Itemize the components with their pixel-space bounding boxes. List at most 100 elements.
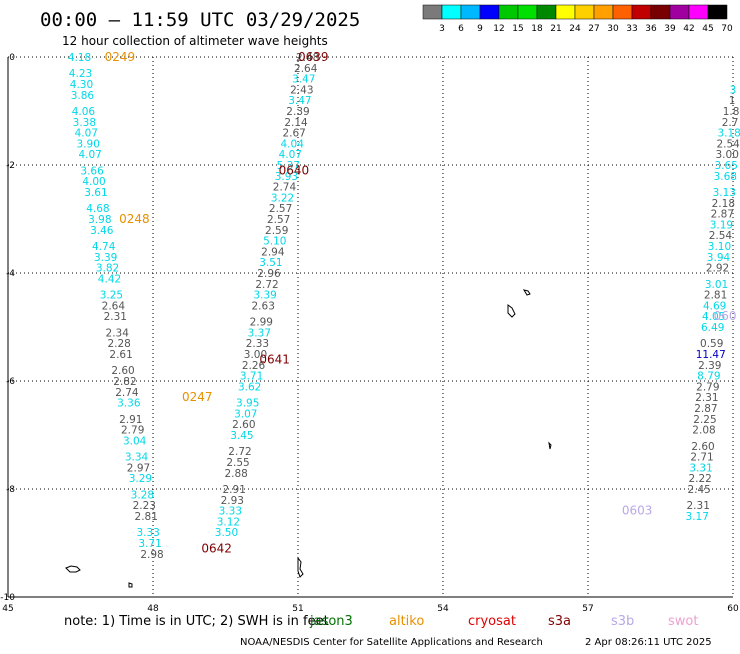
swh-value: 2.79 — [696, 381, 719, 393]
scale-swatch — [650, 4, 671, 20]
swh-value: 2.92 — [706, 263, 729, 275]
swh-value: 2.81 — [135, 511, 158, 523]
swh-value: 2.67 — [282, 128, 305, 140]
land-outlines — [65, 289, 552, 588]
swh-value: 2.93 — [221, 495, 244, 507]
swh-value: 2.28 — [107, 338, 130, 350]
island-outline — [522, 289, 531, 296]
swh-value: 2.60 — [691, 441, 714, 453]
pass-label: 0639 — [298, 50, 329, 64]
swh-value: 3.12 — [217, 516, 240, 528]
pass-label: 0640 — [279, 163, 310, 177]
swh-value: 4.68 — [86, 203, 109, 215]
credit-text: NOAA/NESDIS Center for Satellite Applica… — [240, 637, 543, 648]
island-outline — [297, 556, 304, 578]
swh-value: 2.96 — [257, 268, 281, 280]
swh-value: 4.04 — [281, 138, 305, 150]
swh-value: 3.39 — [253, 290, 276, 302]
swh-value: 2.88 — [224, 468, 247, 480]
swh-value: 3.37 — [248, 327, 271, 339]
swh-value: 4.07 — [78, 149, 101, 161]
pass-label: 0641 — [259, 352, 290, 366]
chart-subtitle: 12 hour collection of altimeter wave hei… — [62, 34, 328, 48]
pass-label: 0603 — [622, 504, 653, 518]
swh-value: 3.47 — [288, 95, 311, 107]
swh-value: 3.45 — [230, 430, 253, 442]
swh-value: 3.82 — [96, 263, 119, 275]
swh-value: 3.34 — [125, 452, 149, 464]
scale-label: 30 — [607, 24, 619, 34]
scale-label: 24 — [569, 24, 581, 34]
scale-swatch — [669, 4, 690, 20]
swh-value: 2.79 — [121, 425, 144, 437]
legend-cryosat: cryosat — [468, 614, 516, 629]
scale-swatch — [517, 4, 538, 20]
swh-value: 3.65 — [715, 160, 738, 172]
swh-value: 2.43 — [290, 84, 313, 96]
legend-altika: altiko — [389, 614, 424, 629]
swh-value: 3.61 — [84, 187, 107, 199]
swh-value: 3 — [730, 84, 737, 96]
swh-value: 3.38 — [73, 117, 96, 129]
swh-value: 3.00 — [716, 149, 739, 161]
y-tick-label: -6 — [6, 377, 15, 387]
scale-swatch — [555, 4, 576, 20]
x-tick-label: 51 — [292, 604, 303, 614]
swh-value: 3.01 — [705, 279, 728, 291]
swh-value: 5.37 — [277, 160, 300, 172]
swh-value: 2.25 — [693, 414, 716, 426]
swh-value: 11.47 — [696, 349, 726, 361]
y-tick-label: 0 — [9, 53, 15, 63]
swh-value: 2.98 — [140, 549, 163, 561]
legend-jason3: jason3 — [309, 614, 353, 629]
swh-value: 2.87 — [711, 209, 734, 221]
swh-value: 2.31 — [695, 392, 718, 404]
swh-value: 4.18 — [68, 52, 91, 64]
swh-value: 4.69 — [703, 300, 726, 312]
swh-value: 2.72 — [228, 446, 251, 458]
swh-value: 2.91 — [119, 414, 142, 426]
swh-value: 2.39 — [286, 106, 309, 118]
swh-value: 3.62 — [238, 381, 261, 393]
swh-value: 3.98 — [88, 214, 111, 226]
scale-label: 6 — [458, 24, 464, 34]
scale-label: 9 — [477, 24, 483, 34]
swh-value: 1 — [729, 95, 736, 107]
note-text: note: 1) Time is in UTC; 2) SWH is in fe… — [64, 614, 329, 629]
swh-value: 3.71 — [138, 538, 161, 550]
swh-value: 3.33 — [219, 506, 242, 518]
swh-value: 3.31 — [689, 462, 712, 474]
island-outline — [128, 582, 133, 588]
swh-value: 2.14 — [284, 117, 308, 129]
swh-value: 2.71 — [690, 452, 713, 464]
swh-value: 2.54 — [716, 138, 740, 150]
island-outline — [65, 565, 81, 573]
swh-value: 2.57 — [269, 203, 292, 215]
swh-value: 2.72 — [255, 279, 278, 291]
island-outline — [548, 441, 552, 450]
swh-value: 2.22 — [688, 473, 711, 485]
scale-label: 42 — [683, 24, 694, 34]
swh-value: 3.50 — [215, 527, 238, 539]
scale-label: 39 — [664, 24, 676, 34]
scale-swatch — [631, 4, 652, 20]
scale-swatch — [574, 4, 595, 20]
swh-value: 2.45 — [687, 484, 710, 496]
scale-label: 33 — [626, 24, 637, 34]
swh-value: 3.51 — [259, 257, 282, 269]
swh-value: 3.00 — [244, 349, 267, 361]
swh-values: 4.184.234.303.864.063.384.073.904.073.66… — [68, 52, 740, 561]
swh-value: 2.60 — [111, 365, 134, 377]
scale-label: 15 — [512, 24, 523, 34]
scale-label: 27 — [588, 24, 599, 34]
swh-value: 3.17 — [686, 511, 709, 523]
swh-value: 0.59 — [700, 338, 723, 350]
swh-value: 3.95 — [236, 398, 259, 410]
swh-value: 2.23 — [133, 500, 156, 512]
swh-value: 2.87 — [694, 403, 717, 415]
pass-label: 060 — [714, 309, 737, 323]
swh-value: 2.82 — [113, 376, 136, 388]
swh-value: 3.94 — [707, 252, 731, 264]
scale-swatch — [612, 4, 633, 20]
